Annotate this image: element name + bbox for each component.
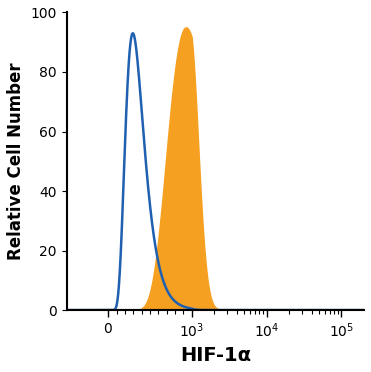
Y-axis label: Relative Cell Number: Relative Cell Number (7, 62, 25, 260)
X-axis label: HIF-1α: HIF-1α (180, 346, 251, 365)
